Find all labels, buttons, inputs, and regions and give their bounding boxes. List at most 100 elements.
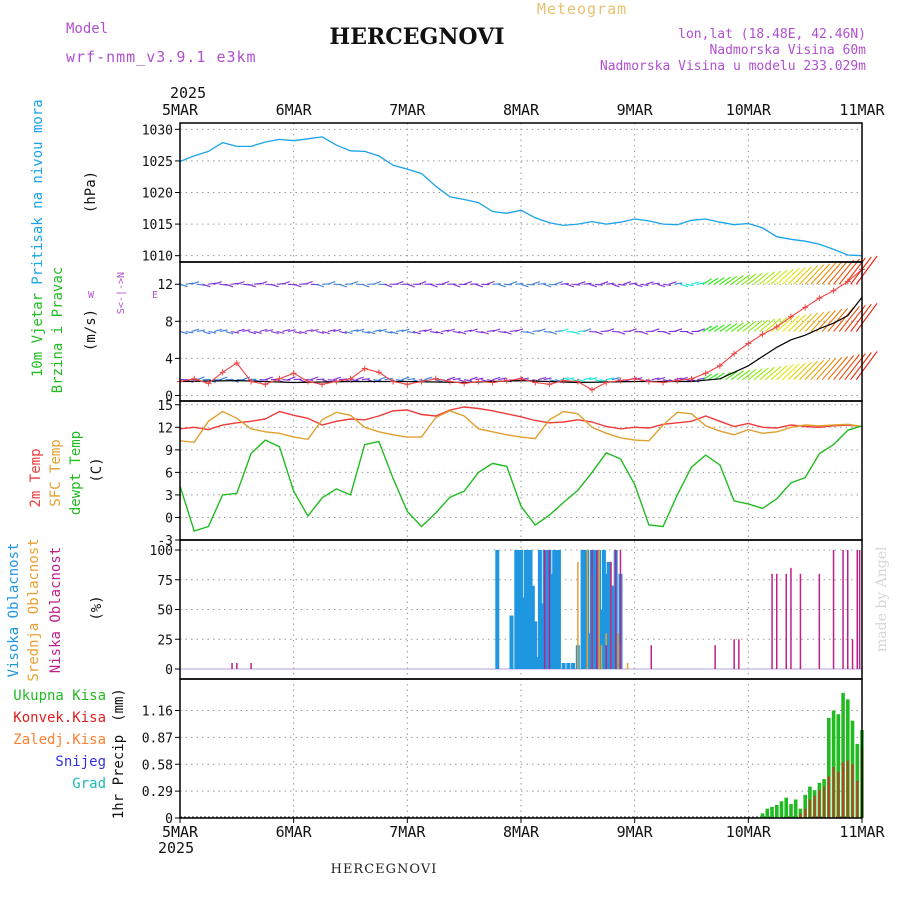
- cloud-mid-bar: [601, 645, 603, 669]
- cloud-low-bar: [250, 663, 252, 669]
- precip-total-bar: [775, 805, 779, 818]
- precip-total-bar: [794, 800, 798, 819]
- cloud-low-bar: [771, 574, 773, 669]
- cloud-low-bar: [544, 550, 546, 669]
- chart-subtitle: Meteogram: [537, 0, 627, 18]
- cloud-mid-label: Srednja Oblacnost: [26, 538, 42, 681]
- cloud-low-bar: [714, 645, 716, 669]
- cloud-mid-bar: [587, 550, 589, 669]
- wind-barb: [805, 265, 824, 284]
- cloud-low-bar: [790, 568, 792, 669]
- xtick-label-top: 6MAR: [276, 101, 313, 119]
- pressure-ylabel: Pritisak na nivou mora: [30, 99, 46, 284]
- precip-conv-bar: [851, 764, 853, 818]
- cloud-low-bar: [786, 574, 788, 669]
- wind-barb: [817, 263, 836, 284]
- cloud-high-bar: [566, 663, 570, 669]
- wind-barb: [822, 262, 841, 284]
- wind-barb: [731, 276, 743, 285]
- cloud-low-bar: [819, 574, 821, 669]
- precip-ytick-label: 0.58: [142, 758, 173, 773]
- precip-conv-bar: [828, 776, 830, 818]
- precip-conv-bar: [809, 800, 811, 819]
- precip-total-bar: [784, 798, 788, 818]
- precip-ytick-label: 0.87: [142, 731, 173, 746]
- cloud-mid-bar: [627, 663, 629, 669]
- xtick-label-bottom: 9MAR: [617, 823, 654, 841]
- year-top: 2025: [170, 84, 206, 102]
- xtick-label-top: 9MAR: [617, 101, 654, 119]
- compass-w: W: [88, 290, 95, 301]
- axes-layer: 1010101510201025103004812-30369121502550…: [6, 99, 886, 841]
- wind-barb: [805, 360, 824, 379]
- clouds-ytick-label: 25: [157, 633, 173, 648]
- xtick-label-bottom: 10MAR: [726, 823, 772, 841]
- wind-barb: [720, 324, 731, 331]
- precip-conv-bar: [818, 790, 820, 818]
- sfctemp-label: SFC Temp: [48, 439, 64, 506]
- wind-barb: [726, 324, 737, 332]
- wind-ylabel: 10m Vjetar: [30, 293, 46, 377]
- clouds-ytick-label: 100: [150, 544, 173, 559]
- cloud-low-bar: [615, 550, 617, 669]
- pressure-line: [180, 137, 862, 256]
- xtick-label-top: 8MAR: [503, 101, 540, 119]
- wind-ylabel-sub: Brzina i Pravac: [50, 267, 66, 393]
- wind-barb: [720, 277, 731, 284]
- precip-ytick-label: 1.16: [142, 705, 173, 720]
- model-label: Model: [66, 21, 108, 37]
- chart-title: HERCEGNOVI: [329, 24, 504, 50]
- wind-barb: [856, 351, 877, 379]
- wind-unit: (m/s): [83, 309, 99, 351]
- wind-barb: [726, 276, 737, 284]
- temperature-ytick-label: 3: [165, 489, 173, 504]
- model-elevation: Nadmorska Visina u modelu 233.029m: [600, 59, 866, 74]
- precip-legend-1: Konvek.Kisa: [13, 710, 106, 726]
- pressure-ytick-label: 1015: [142, 218, 173, 233]
- wind-ytick-label: 12: [157, 278, 173, 293]
- precip-total-bar: [766, 809, 770, 818]
- precip-conv-bar: [823, 787, 825, 819]
- cloud-high-bar: [562, 663, 566, 669]
- temperature-ytick-label: 9: [165, 444, 173, 459]
- cloud-low-bar: [776, 574, 778, 669]
- cloud-low-bar: [800, 574, 802, 669]
- temp2m-label: 2m Temp: [28, 448, 44, 507]
- cloud-low-bar: [842, 550, 844, 669]
- xtick-label-top: 5MAR: [162, 101, 199, 119]
- precip-conv-bar: [856, 781, 858, 818]
- xtick-label-top: 11MAR: [839, 101, 885, 119]
- precip-legend-0: Ukupna Kisa: [13, 688, 106, 704]
- compass-e: E: [152, 290, 158, 301]
- clouds-ytick-label: 50: [157, 604, 173, 619]
- cloud-unit: (%): [89, 595, 105, 620]
- wind-barb: [714, 278, 724, 285]
- cloud-high-bar: [557, 550, 561, 669]
- xtick-label-bottom: 5MAR: [162, 823, 199, 841]
- dewpt-line: [180, 426, 862, 531]
- cloud-mid-bar: [617, 633, 619, 669]
- precip-total-bar: [770, 807, 774, 818]
- precip-ylabel: 1hr Precip: [111, 735, 127, 819]
- precip-conv-bar: [833, 767, 835, 818]
- cloud-low-bar: [606, 645, 608, 669]
- temperature-ytick-label: 15: [157, 399, 173, 414]
- cloud-low-bar: [236, 663, 238, 669]
- clouds-ytick-label: 75: [157, 574, 173, 589]
- pressure-ytick-label: 1010: [142, 250, 173, 265]
- cloud-low-bar: [620, 550, 622, 669]
- cloud-high-label: Visoka Oblacnost: [6, 543, 22, 678]
- wind-ytick-label: 8: [165, 315, 173, 330]
- xtick-label-bottom: 8MAR: [503, 823, 540, 841]
- precip-frame: [180, 679, 862, 818]
- precip-conv-bar: [842, 762, 844, 818]
- data-layer: [177, 137, 877, 818]
- wind-barb: [811, 264, 830, 284]
- cloud-low-bar: [610, 562, 612, 669]
- wind-barb: [822, 357, 841, 379]
- wind-barb: [714, 325, 724, 332]
- wind-speed-line: [180, 297, 862, 382]
- pressure-unit: (hPa): [83, 171, 99, 213]
- cloud-high-bar: [571, 663, 575, 669]
- cloud-low-bar: [738, 639, 740, 669]
